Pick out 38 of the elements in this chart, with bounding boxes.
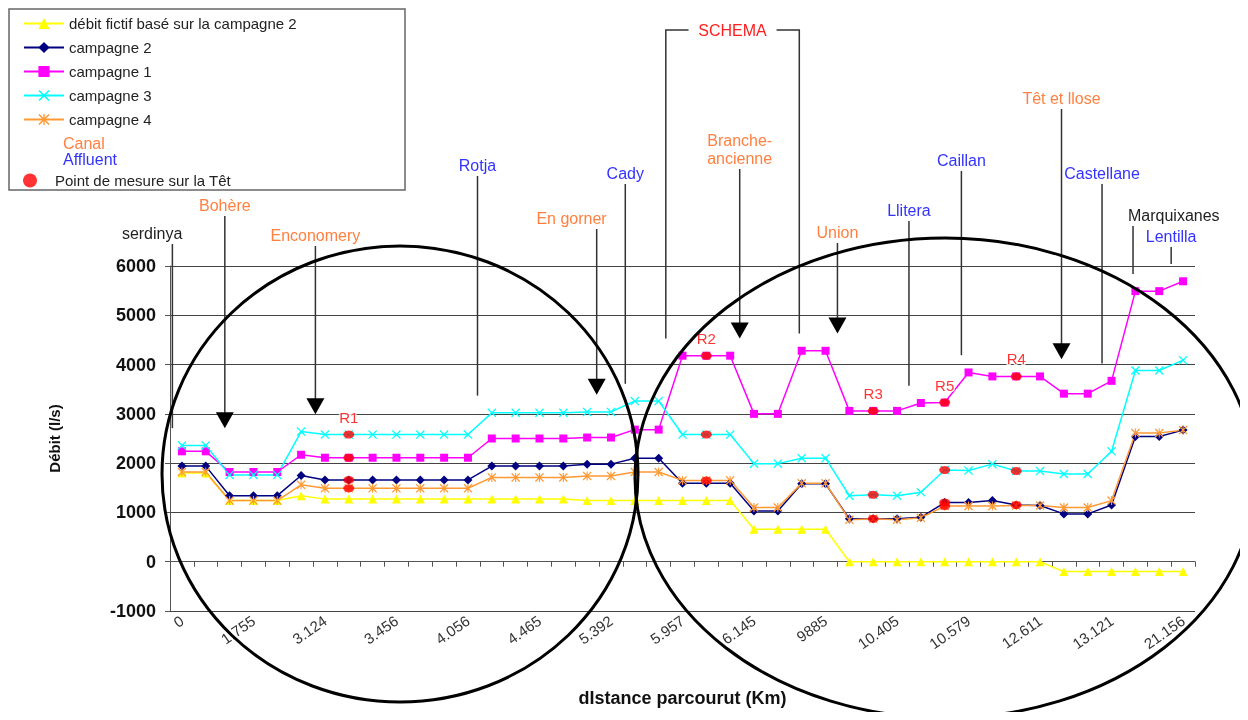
text: serdinya [121,224,183,242]
text: Affluent [63,150,118,168]
legend-label: campagne 3 [69,87,152,104]
text: Caillan [936,151,986,169]
text: En gorner [536,209,608,227]
text: Enconomery [270,226,361,244]
y-tick-label: 0 [145,551,156,572]
data-label: R5 [935,376,955,394]
y-axis-title: Débit (l/s) [46,404,63,473]
text: Cady [606,164,644,182]
y-tick-label: 1000 [115,502,156,523]
text: Bohère [199,196,251,214]
x-tick-label: 0 [170,612,187,631]
data-label: R2 [696,329,716,347]
legend-label: campagne 2 [69,39,152,56]
y-tick-label: -1000 [109,601,156,621]
text: Castellane [1064,164,1140,182]
text: Rotja [458,156,497,174]
y-tick-label: 2000 [115,453,156,474]
legend-label: débit fictif basé sur la campagne 2 [69,15,297,32]
text: Union [816,223,859,241]
text: Têt et llose [1022,89,1101,107]
text: Canal [63,134,105,152]
y-tick-label: 5000 [115,305,156,326]
data-label: R3 [863,384,883,402]
legend-label: campagne 1 [69,63,152,80]
text: Lentilla [1145,227,1197,245]
y-tick-label: 4000 [115,354,156,375]
text: SCHEMA [698,21,768,39]
text: Marquixanes [1128,206,1220,224]
y-tick-label: 6000 [115,256,156,276]
x-axis-title: dIstance parcourut (Km) [578,688,787,708]
legend-label: campagne 4 [69,111,152,128]
text: Llitera [887,201,931,219]
legend-label: Point de mesure sur la Têt [55,172,232,189]
y-tick-label: 3000 [115,403,156,424]
text: Branche- ancienne [707,131,773,167]
data-label: R4 [1006,350,1026,368]
